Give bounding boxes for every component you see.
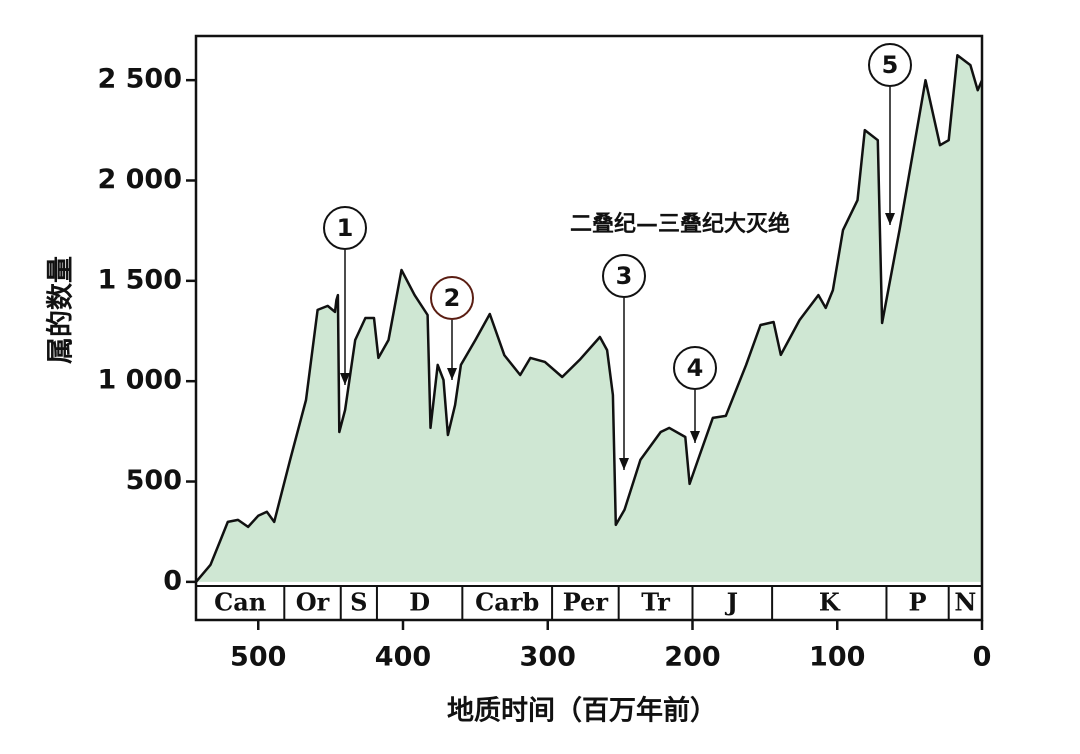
y-axis-label: 属的数量 [45, 256, 77, 364]
y-tick-label: 1 500 [97, 264, 182, 295]
plot-frame [194, 34, 984, 622]
period-label: S [350, 588, 367, 617]
period-label: Per [563, 588, 609, 617]
event-arrowhead [690, 431, 700, 443]
period-label: J [725, 588, 738, 617]
event-circle [430, 276, 474, 320]
event-label: 3 [616, 262, 633, 290]
period-label: K [819, 588, 841, 617]
event-label: 5 [882, 51, 899, 79]
event-label: 2 [444, 284, 461, 312]
y-tick-label: 2 500 [97, 64, 182, 95]
period-label: P [909, 588, 927, 617]
event-label: 1 [337, 214, 354, 242]
period-label: Carb [475, 588, 539, 617]
y-tick-label: 2 000 [97, 164, 182, 195]
period-label: Or [296, 588, 330, 617]
area-line [195, 54, 984, 583]
event-circle [673, 346, 717, 390]
event-label: 4 [687, 354, 704, 382]
area-fill [196, 55, 982, 582]
y-tick-label: 500 [126, 465, 182, 496]
period-label: Tr [641, 588, 670, 617]
event-arrowhead [885, 213, 895, 225]
event-arrowhead [447, 368, 457, 380]
x-axis-label: 地质时间（百万年前） [447, 695, 717, 727]
x-tick-label: 200 [664, 642, 720, 673]
x-tick-label: 400 [375, 642, 431, 673]
period-label: D [409, 588, 430, 617]
x-tick-label: 500 [230, 642, 286, 673]
y-tick-label: 1 000 [97, 365, 182, 396]
event-circle [602, 254, 646, 298]
event-arrowhead [619, 458, 629, 470]
x-tick-label: 300 [520, 642, 576, 673]
annotation-text: 二叠纪—三叠纪大灭绝 [570, 211, 790, 237]
x-tick-label: 100 [809, 642, 865, 673]
y-tick-label: 0 [163, 565, 182, 596]
event-circle [868, 43, 912, 87]
period-label: Can [214, 588, 266, 617]
event-arrowhead [340, 373, 350, 385]
period-label: N [954, 588, 976, 617]
x-tick-label: 0 [973, 642, 992, 673]
event-circle [323, 206, 367, 250]
